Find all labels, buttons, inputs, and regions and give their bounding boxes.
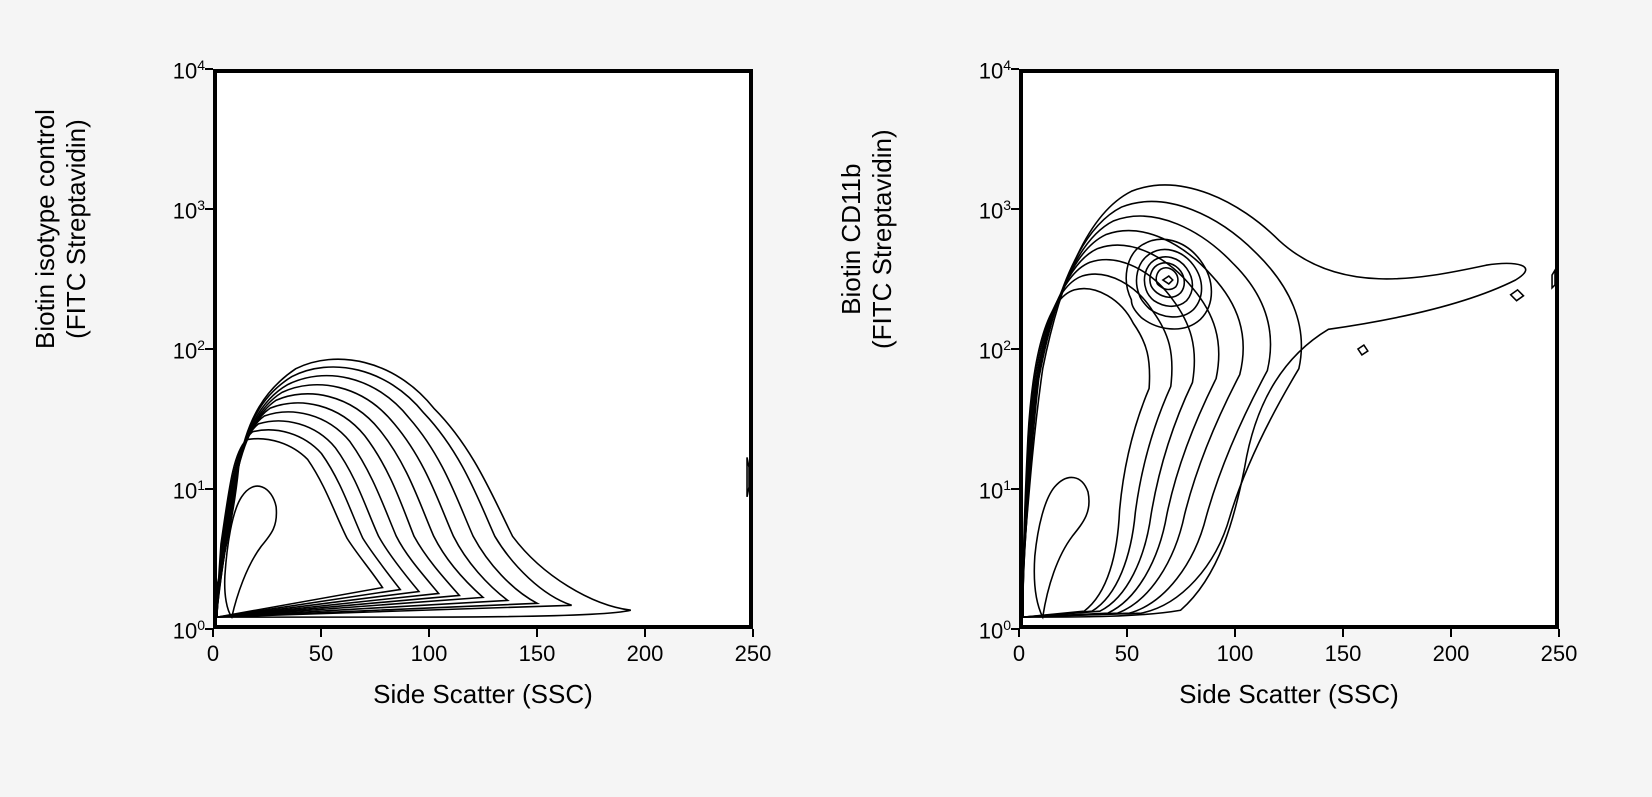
y-tick-mark — [1011, 348, 1019, 350]
x-tick-mark — [644, 629, 646, 637]
x-tick-label: 200 — [1421, 641, 1481, 667]
y-axis-label-left: Biotin isotype control (FITC Streptavidi… — [30, 109, 92, 349]
x-tick-label: 100 — [1205, 641, 1265, 667]
y-tick-mark — [1011, 488, 1019, 490]
x-axis-label-right: Side Scatter (SSC) — [1019, 679, 1559, 710]
contour-line — [1034, 477, 1089, 617]
x-tick-label: 0 — [989, 641, 1049, 667]
contour-line — [1023, 185, 1526, 617]
x-tick-mark — [1234, 629, 1236, 637]
x-tick-mark — [212, 629, 214, 637]
figure-container: Biotin isotype control (FITC Streptavidi… — [0, 0, 1652, 797]
y-tick-mark — [205, 68, 213, 70]
ylabel-line2: (FITC Streptavidin) — [61, 109, 92, 349]
ylabel-line2: (FITC Streptavidin) — [867, 129, 898, 349]
x-tick-mark — [1342, 629, 1344, 637]
y-tick-label: 104 — [931, 57, 1011, 84]
y-axis-label-right: Biotin CD11b (FITC Streptavidin) — [836, 129, 898, 349]
ylabel-line1: Biotin CD11b — [836, 163, 866, 314]
y-tick-label: 103 — [125, 197, 205, 224]
x-tick-label: 200 — [615, 641, 675, 667]
x-tick-mark — [752, 629, 754, 637]
contour-line — [1163, 276, 1173, 284]
contour-line — [1552, 270, 1555, 288]
y-tick-mark — [1011, 68, 1019, 70]
y-tick-label: 102 — [125, 337, 205, 364]
contour-line — [747, 457, 749, 496]
y-tick-mark — [205, 208, 213, 210]
x-tick-mark — [428, 629, 430, 637]
ylabel-line1: Biotin isotype control — [30, 109, 60, 349]
contour-line — [1511, 289, 1524, 300]
x-tick-label: 150 — [1313, 641, 1373, 667]
x-tick-label: 100 — [399, 641, 459, 667]
x-tick-label: 250 — [1529, 641, 1589, 667]
panel-left: Biotin isotype control (FITC Streptavidi… — [43, 29, 803, 769]
contour-line — [1023, 288, 1150, 617]
contour-line — [1358, 345, 1368, 355]
y-tick-label: 102 — [931, 337, 1011, 364]
y-tick-mark — [205, 488, 213, 490]
x-tick-label: 50 — [1097, 641, 1157, 667]
y-tick-label: 101 — [931, 477, 1011, 504]
contours-svg-left — [217, 73, 749, 625]
x-tick-label: 0 — [183, 641, 243, 667]
plot-area-right — [1019, 69, 1559, 629]
contour-line — [1156, 267, 1178, 289]
x-tick-mark — [320, 629, 322, 637]
x-tick-label: 250 — [723, 641, 783, 667]
panel-right: Biotin CD11b (FITC Streptavidin) Side Sc… — [849, 29, 1609, 769]
x-tick-mark — [1126, 629, 1128, 637]
x-tick-label: 150 — [507, 641, 567, 667]
x-tick-mark — [1558, 629, 1560, 637]
x-axis-label-left: Side Scatter (SSC) — [213, 679, 753, 710]
y-tick-mark — [1011, 208, 1019, 210]
contour-line — [217, 359, 631, 617]
contours-svg-right — [1023, 73, 1555, 625]
x-tick-label: 50 — [291, 641, 351, 667]
y-tick-label: 104 — [125, 57, 205, 84]
y-tick-label: 101 — [125, 477, 205, 504]
contour-line — [1023, 259, 1194, 616]
x-tick-mark — [1018, 629, 1020, 637]
contour-line — [217, 393, 483, 616]
y-tick-label: 103 — [931, 197, 1011, 224]
plot-area-left — [213, 69, 753, 629]
x-tick-mark — [536, 629, 538, 637]
y-tick-mark — [205, 348, 213, 350]
x-tick-mark — [1450, 629, 1452, 637]
